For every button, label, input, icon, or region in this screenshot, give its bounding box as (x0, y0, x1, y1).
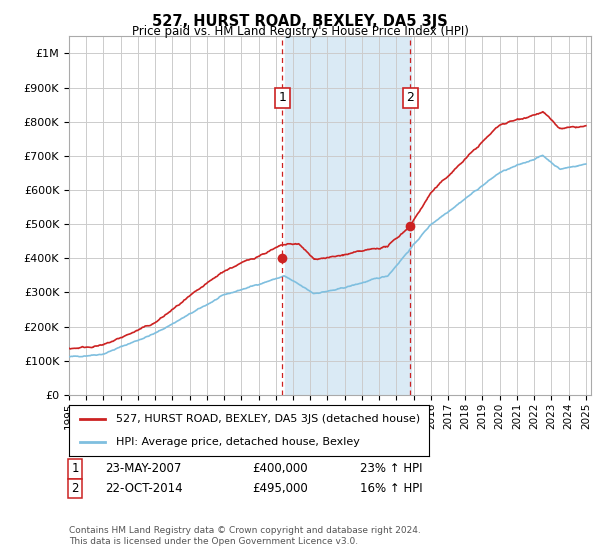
Text: HPI: Average price, detached house, Bexley: HPI: Average price, detached house, Bexl… (116, 437, 359, 447)
Text: 527, HURST ROAD, BEXLEY, DA5 3JS: 527, HURST ROAD, BEXLEY, DA5 3JS (152, 14, 448, 29)
Text: £400,000: £400,000 (252, 462, 308, 475)
Text: 16% ↑ HPI: 16% ↑ HPI (360, 482, 422, 495)
Text: 527, HURST ROAD, BEXLEY, DA5 3JS (detached house): 527, HURST ROAD, BEXLEY, DA5 3JS (detach… (116, 414, 420, 424)
Text: 23% ↑ HPI: 23% ↑ HPI (360, 462, 422, 475)
Text: 1: 1 (71, 462, 79, 475)
Text: Price paid vs. HM Land Registry's House Price Index (HPI): Price paid vs. HM Land Registry's House … (131, 25, 469, 38)
Text: Contains HM Land Registry data © Crown copyright and database right 2024.
This d: Contains HM Land Registry data © Crown c… (69, 526, 421, 546)
Text: 23-MAY-2007: 23-MAY-2007 (105, 462, 181, 475)
Text: 2: 2 (406, 91, 414, 104)
Text: 2: 2 (71, 482, 79, 495)
Text: £495,000: £495,000 (252, 482, 308, 495)
Bar (285, 36, 410, 395)
Text: 22-OCT-2014: 22-OCT-2014 (105, 482, 182, 495)
Text: 1: 1 (278, 91, 286, 104)
